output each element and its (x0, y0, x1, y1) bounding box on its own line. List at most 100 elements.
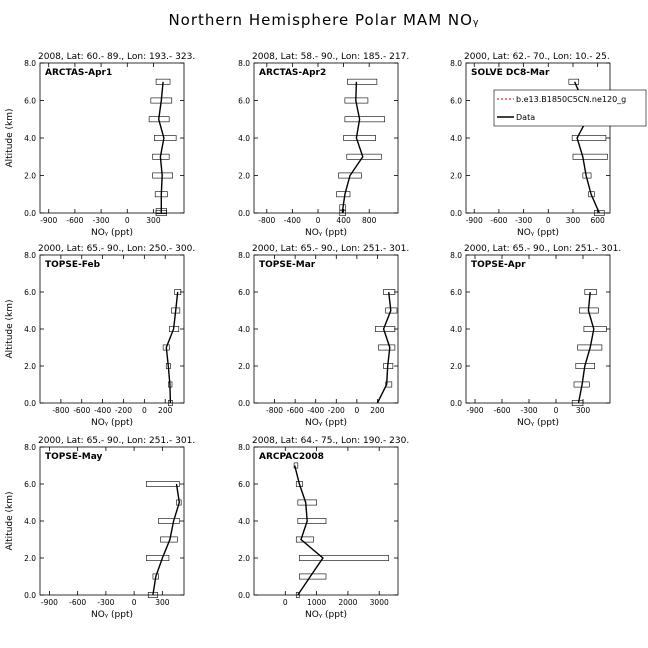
y-axis-label: Altitude (km) (5, 491, 15, 550)
y-tick-label: 4.0 (450, 134, 462, 143)
range-box (568, 78, 580, 85)
range-box (297, 518, 327, 524)
x-tick-label: 0 (354, 406, 359, 415)
range-box (347, 78, 378, 85)
x-axis-label: NOᵧ (ppt) (517, 418, 559, 428)
x-tick-label: -400 (94, 406, 111, 415)
data-profile-line (376, 291, 392, 404)
y-tick-label: 2.0 (238, 554, 250, 563)
panel-header: 2008, Lat: 60.- 89., Lon: 193.- 323. (38, 52, 195, 62)
y-tick-label: 8.0 (24, 59, 36, 68)
x-tick-label: 0 (546, 216, 551, 225)
panel-header: 2000, Lat: 62.- 70., Lon: 10.- 25. (464, 52, 610, 62)
y-tick-label: 6.0 (238, 97, 250, 106)
panel-2: 2008, Lat: 58.- 90., Lon: 185.- 217. 0.0 2… (238, 52, 409, 238)
x-axis-label: NOᵧ (ppt) (305, 610, 347, 620)
x-tick-label: 0 (142, 406, 147, 415)
y-tick-label: 8.0 (24, 443, 36, 452)
legend: b.e13.B1850C5CN.ne120_g Data (493, 89, 647, 127)
x-tick-label: 800 (362, 216, 377, 225)
panel-header: 2000, Lat: 65.- 90., Lon: 251.- 301. (464, 244, 621, 254)
panel-header: 2000, Lat: 65.- 90., Lon: 250.- 300. (38, 244, 195, 254)
y-tick-label: 2.0 (450, 362, 462, 371)
legend-box (493, 89, 647, 127)
x-tick-label: -600 (493, 406, 510, 415)
panel-header: 2008, Lat: 64.- 75., Lon: 190.- 230. (252, 436, 409, 446)
range-box (299, 555, 389, 561)
y-tick-label: 8.0 (238, 443, 250, 452)
y-tick-label: 4.0 (238, 134, 250, 143)
data-profile-line (341, 81, 364, 214)
x-tick-label: -600 (73, 406, 90, 415)
range-box (385, 307, 398, 314)
panel-7: 2000, Lat: 65.- 90., Lon: 251.- 301. 0.0 2… (5, 436, 195, 620)
range-box (385, 381, 393, 388)
y-tick-label: 6.0 (24, 288, 36, 297)
range-box (344, 116, 385, 123)
campaign-label: TOPSE-May (45, 452, 103, 462)
y-tick-label: 4.0 (24, 325, 36, 334)
x-tick-label: 200 (158, 406, 173, 415)
panel-6: 2000, Lat: 65.- 90., Lon: 251.- 301. 0.0 2… (450, 244, 621, 428)
x-tick-label: -200 (328, 406, 345, 415)
plot-frame (253, 254, 399, 404)
x-tick-label: -200 (115, 406, 132, 415)
x-tick-label: -800 (258, 216, 275, 225)
y-tick-label: 4.0 (450, 325, 462, 334)
plot-frame (39, 254, 185, 404)
x-tick-label: 1000 (307, 598, 326, 607)
panel-1: 2008, Lat: 60.- 89., Lon: 193.- 323. 0.0 2… (5, 52, 195, 238)
y-tick-label: 2.0 (24, 554, 36, 563)
y-tick-label: 0.0 (450, 209, 462, 218)
y-tick-label: 2.0 (24, 172, 36, 181)
x-tick-label: 300 (146, 216, 161, 225)
data-profile-line (157, 81, 165, 213)
plot-frame (465, 254, 611, 404)
y-tick-label: 0.0 (24, 591, 36, 600)
data-profile-line (165, 291, 179, 404)
panel-4: 2000, Lat: 65.- 90., Lon: 250.- 300. 0.0 2… (5, 244, 195, 428)
x-tick-label: -900 (40, 216, 57, 225)
panels: 2008, Lat: 60.- 89., Lon: 193.- 323.0.02… (5, 52, 647, 620)
panel-header: 2000, Lat: 65.- 90., Lon: 251.- 301. (38, 436, 195, 446)
range-box (594, 210, 605, 216)
x-tick-label: -900 (466, 216, 483, 225)
range-box (297, 499, 317, 506)
x-tick-label: 400 (336, 216, 351, 225)
range-box (158, 518, 180, 524)
x-tick-label: -400 (307, 406, 324, 415)
y-tick-label: 4.0 (238, 325, 250, 334)
x-tick-label: -900 (466, 406, 483, 415)
range-box (571, 400, 584, 406)
x-axis-label: NOᵧ (ppt) (305, 228, 347, 238)
range-box (572, 153, 608, 160)
y-tick-label: 8.0 (238, 59, 250, 68)
range-box (299, 573, 327, 580)
y-tick-label: 4.0 (24, 134, 36, 143)
panel-8: 2008, Lat: 64.- 75., Lon: 190.- 230. 0.0 2… (238, 436, 409, 620)
campaign-label: ARCPAC2008 (259, 452, 324, 462)
data-profile-line (152, 483, 181, 596)
plot-frame (253, 62, 399, 214)
range-box (295, 592, 300, 598)
x-tick-label: 3000 (370, 598, 389, 607)
y-tick-label: 0.0 (24, 399, 36, 408)
x-tick-label: -600 (66, 216, 83, 225)
x-tick-label: 300 (566, 216, 581, 225)
range-box (375, 326, 396, 332)
y-tick-label: 8.0 (450, 59, 462, 68)
panel-header: 2000, Lat: 65.- 90., Lon: 251.- 301. (252, 244, 409, 254)
y-tick-label: 0.0 (450, 399, 462, 408)
x-tick-label: -900 (41, 598, 58, 607)
legend-data-label: Data (516, 113, 535, 122)
campaign-label: ARCTAS-Apr1 (45, 68, 112, 78)
range-box (343, 135, 376, 141)
y-tick-label: 6.0 (238, 288, 250, 297)
range-box (336, 191, 351, 198)
x-tick-label: 2000 (338, 598, 357, 607)
x-tick-label: -600 (490, 216, 507, 225)
x-tick-label: -800 (52, 406, 69, 415)
x-axis-label: NOᵧ (ppt) (91, 228, 133, 238)
campaign-label: ARCTAS-Apr2 (259, 68, 326, 78)
x-tick-label: 0 (283, 598, 288, 607)
